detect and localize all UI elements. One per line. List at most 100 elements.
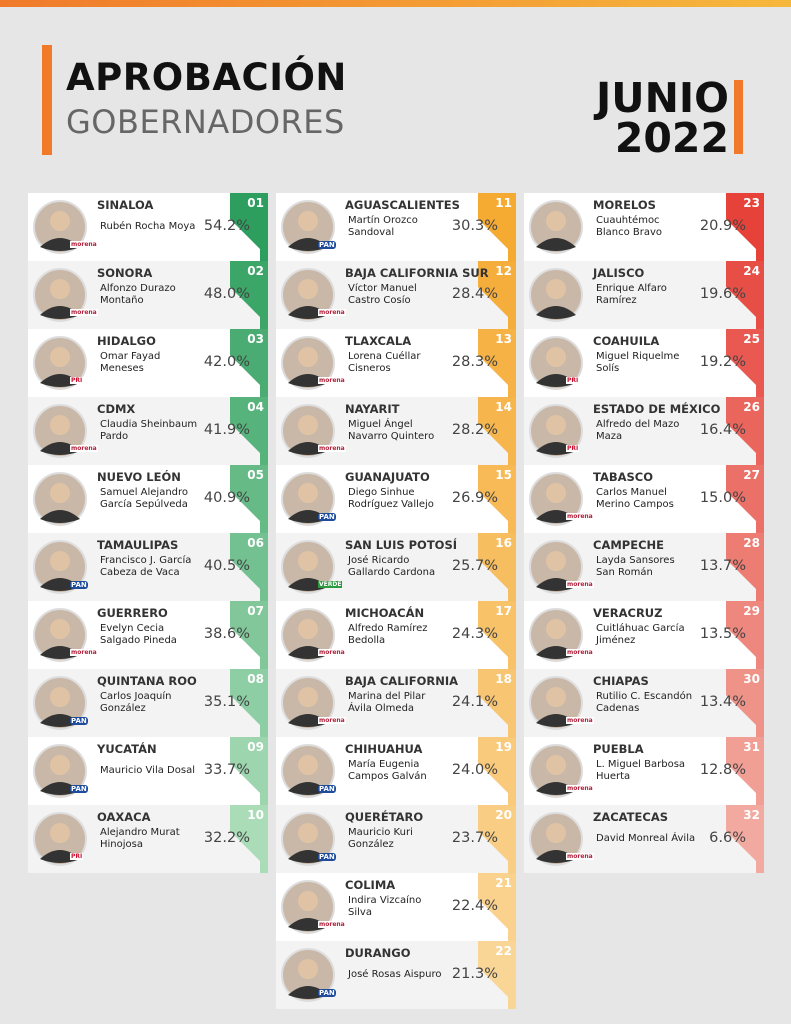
rank-chevron	[726, 601, 764, 669]
approval: 28.4%	[451, 286, 498, 302]
approval: 54.2%	[203, 218, 250, 234]
rank-chevron	[726, 465, 764, 533]
state: AGUASCALIENTES	[345, 198, 460, 212]
party-logo: PAN	[70, 717, 88, 725]
state: QUERÉTARO	[345, 810, 424, 824]
governor-card: 03 HIDALGO Omar Fayad Meneses 42.0% PRI	[28, 329, 268, 397]
photo-body	[536, 238, 576, 251]
governor-card: 05 NUEVO LEÓN Samuel Alejandro García Sepúl…	[28, 465, 268, 533]
governor-name: Campos Galván	[348, 771, 427, 782]
party-logo: PAN	[318, 785, 336, 793]
party-logo: morena	[318, 377, 346, 384]
rank: 31	[743, 740, 760, 754]
governor-card: 30 CHIAPAS Rutilio C. Escandón Cadenas 13.4%…	[524, 669, 764, 737]
state: GUERRERO	[97, 606, 168, 620]
rank: 23	[743, 196, 760, 210]
party-logo: PAN	[70, 785, 88, 793]
card-graphics	[529, 601, 764, 669]
rank-chevron	[230, 669, 268, 737]
governor-name: Solís	[596, 363, 620, 374]
photo-face	[298, 959, 318, 979]
party-logo: PAN	[70, 581, 88, 589]
card-graphics	[281, 601, 516, 669]
state: TABASCO	[593, 470, 654, 484]
governor-name: Blanco Bravo	[596, 227, 663, 238]
card-graphics	[529, 669, 764, 737]
governor-name: Maza	[596, 431, 623, 442]
photo-face	[298, 687, 318, 707]
governor-name: Layda Sansores	[596, 555, 675, 566]
governor-card: 27 TABASCO Carlos Manuel Merino Campos 15.0%…	[524, 465, 764, 533]
rank: 18	[495, 672, 512, 686]
governor-name: Meneses	[100, 363, 144, 374]
card-graphics	[33, 601, 268, 669]
photo-face	[50, 755, 70, 775]
governor-card: 04 CDMX Claudia Sheinbaum Pardo 41.9% morena	[28, 397, 268, 465]
state: BAJA CALIFORNIA SUR	[345, 266, 489, 280]
state: ZACATECAS	[593, 810, 669, 824]
subtitle: GOBERNADORES	[66, 103, 345, 141]
photo-face	[298, 891, 318, 911]
governor-name: Indira Vizcaíno	[348, 895, 422, 906]
approval: 35.1%	[203, 694, 250, 710]
party-logo: morena	[566, 853, 594, 860]
rank-chevron	[478, 533, 516, 601]
governor-card: 21 COLIMA Indira Vizcaíno Silva 22.4% morena	[276, 873, 516, 941]
governor-card: 20 QUERÉTARO Mauricio Kuri González 23.7% PAN	[276, 805, 516, 873]
rank: 27	[743, 468, 760, 482]
rank-chevron	[230, 737, 268, 805]
state: JALISCO	[593, 266, 645, 280]
rank-chevron	[478, 601, 516, 669]
rank: 02	[247, 264, 264, 278]
party-logo: PRI	[70, 853, 84, 860]
approval: 12.8%	[699, 762, 746, 778]
card-graphics	[529, 397, 764, 465]
governor-name: San Román	[596, 567, 653, 578]
title: APROBACIÓN	[66, 56, 347, 99]
approval: 48.0%	[203, 286, 250, 302]
governor-name: Rutilio C. Escandón	[596, 691, 693, 702]
rank: 19	[495, 740, 512, 754]
approval: 40.9%	[203, 490, 250, 506]
party-logo: morena	[70, 241, 98, 248]
rank-chevron	[230, 329, 268, 397]
governor-name: Marina del Pilar	[348, 691, 426, 702]
photo-face	[50, 279, 70, 299]
photo-face	[546, 755, 566, 775]
party-logo: morena	[566, 717, 594, 724]
rank: 14	[495, 400, 512, 414]
governor-name: Enrique Alfaro	[596, 283, 667, 294]
rank: 28	[743, 536, 760, 550]
governor-name: Víctor Manuel	[348, 283, 417, 294]
approval: 26.9%	[451, 490, 498, 506]
state: CHIAPAS	[593, 674, 649, 688]
governor-card: 26 ESTADO DE MÉXICO Alfredo del Mazo Maza 16…	[524, 397, 764, 465]
state: QUINTANA ROO	[97, 674, 197, 688]
governor-name: L. Miguel Barbosa	[596, 759, 686, 770]
top-bar	[0, 0, 791, 7]
approval: 6.6%	[709, 830, 746, 846]
governor-name: Jiménez	[596, 635, 636, 646]
governor-name: Bedolla	[348, 635, 386, 646]
governor-card: 09 YUCATÁN Mauricio Vila Dosal 33.7% PAN	[28, 737, 268, 805]
party-logo: morena	[566, 513, 594, 520]
state: COLIMA	[345, 878, 396, 892]
governor-name: Pardo	[100, 431, 129, 442]
party-logo: morena	[318, 309, 346, 316]
rank: 09	[247, 740, 264, 754]
photo-face	[546, 347, 566, 367]
rank-chevron	[726, 397, 764, 465]
photo-body	[40, 510, 80, 523]
rank: 20	[495, 808, 512, 822]
photo-face	[546, 211, 566, 231]
governor-name: Cadenas	[596, 703, 640, 714]
governor-card: 17 MICHOACÁN Alfredo Ramírez Bedolla 24.3% mo…	[276, 601, 516, 669]
approval: 25.7%	[451, 558, 498, 574]
approval: 19.2%	[699, 354, 746, 370]
party-logo: morena	[318, 649, 346, 656]
card-graphics	[33, 533, 268, 601]
rank-chevron	[230, 533, 268, 601]
rank-chevron	[726, 261, 764, 329]
governor-name: Alfonzo Durazo	[100, 283, 176, 294]
governor-name: Castro Cosío	[348, 295, 411, 306]
